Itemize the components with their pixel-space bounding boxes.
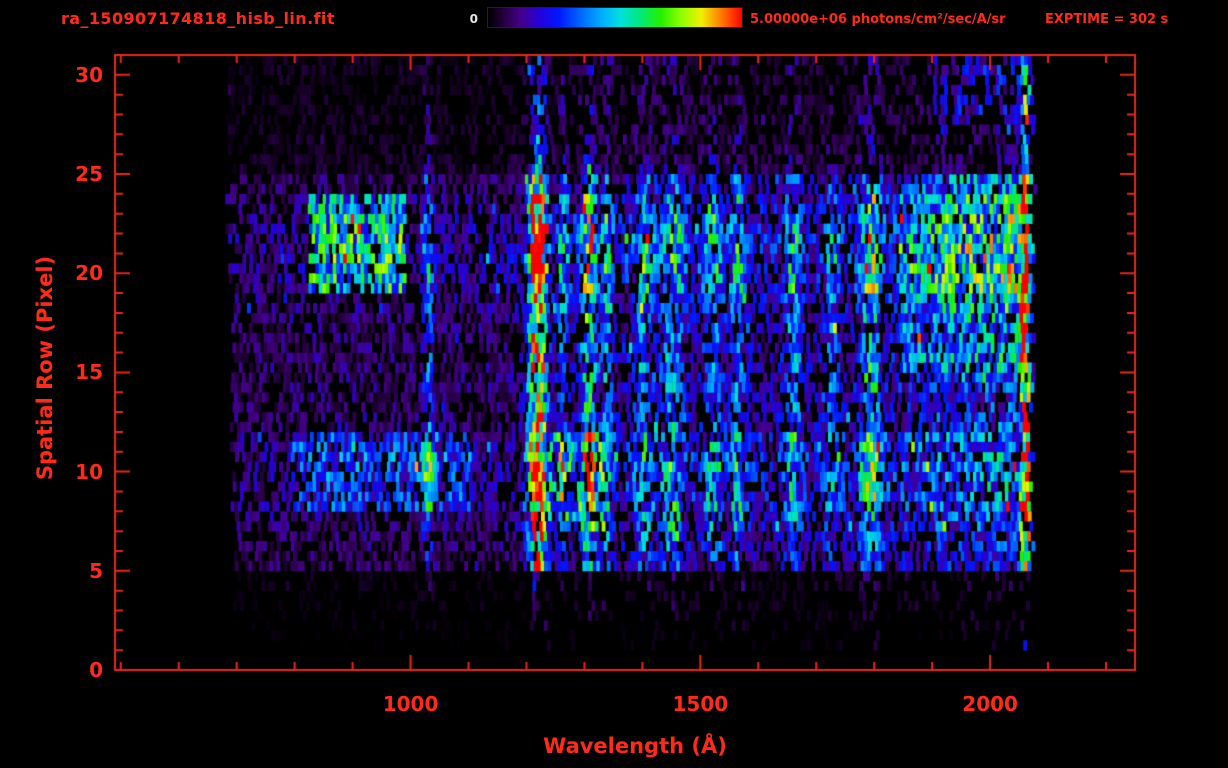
y-tick-label: 30 xyxy=(75,62,103,87)
y-tick-label: 5 xyxy=(89,558,103,583)
x-tick-label: 1500 xyxy=(672,692,729,716)
exptime-label: EXPTIME = 302 s xyxy=(1045,12,1169,27)
x-axis-title: Wavelength (Å) xyxy=(543,734,727,758)
filename-label: ra_150907174818_hisb_lin.fit xyxy=(61,9,335,28)
y-axis-title: Spatial Row (Pixel) xyxy=(33,255,57,481)
colorbar-min-label: 0 xyxy=(469,12,478,26)
y-tick-label: 15 xyxy=(75,360,103,385)
x-tick-label: 1000 xyxy=(382,692,439,716)
colorbar-max-label: 5.00000e+06 photons/cm²/sec/A/sr xyxy=(750,12,1006,27)
x-tick-label: 2000 xyxy=(962,692,1018,716)
y-tick-label: 25 xyxy=(75,162,103,187)
colorbar-gradient xyxy=(487,7,743,28)
y-tick-label: 10 xyxy=(75,459,103,484)
y-tick-label: 20 xyxy=(75,261,103,286)
y-tick-label: 0 xyxy=(89,658,103,682)
